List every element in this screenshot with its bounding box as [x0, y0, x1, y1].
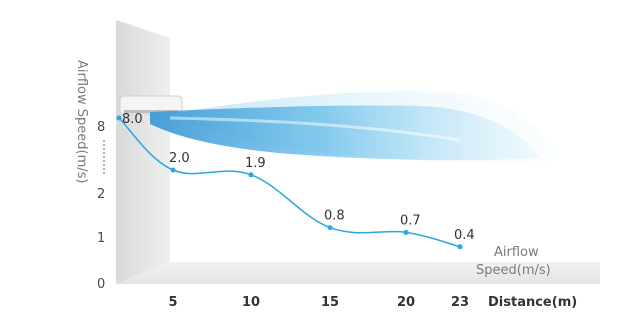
floor — [116, 262, 600, 284]
y-tick-0: 0 — [97, 277, 105, 292]
series-airflow: 8.0 2.0 1.9 0.8 0.7 0.4 — [116, 112, 475, 250]
x-axis-title: Distance(m) — [488, 295, 577, 310]
x-tick-10: 10 — [242, 295, 260, 310]
ac-vent — [124, 110, 178, 113]
data-label-5: 0.4 — [454, 228, 475, 243]
data-point-4 — [403, 229, 409, 235]
x-tick-23: 23 — [451, 295, 469, 310]
data-label-4: 0.7 — [400, 213, 421, 228]
x-tick-20: 20 — [397, 295, 415, 310]
data-point-5 — [457, 244, 463, 250]
x-tick-15: 15 — [321, 295, 339, 310]
data-point-0 — [116, 115, 122, 121]
data-label-0: 8.0 — [122, 112, 143, 127]
x-tick-5: 5 — [168, 295, 177, 310]
y-tick-1: 1 — [97, 231, 105, 246]
data-point-2 — [248, 172, 254, 178]
data-label-3: 0.8 — [324, 209, 345, 224]
data-label-2: 1.9 — [245, 156, 266, 171]
data-label-1: 2.0 — [169, 151, 190, 166]
y-tick-8: 8 — [97, 120, 105, 135]
y-tick-2: 2 — [97, 187, 105, 202]
data-point-1 — [170, 167, 176, 173]
legend-line-2: Speed(m/s) — [476, 263, 551, 278]
y-axis-title: Airflow Speed(m/s) — [74, 60, 89, 183]
legend-line-1: Airflow — [494, 245, 539, 260]
data-point-3 — [327, 225, 333, 231]
wall — [116, 20, 170, 284]
airflow-streak — [169, 116, 461, 142]
